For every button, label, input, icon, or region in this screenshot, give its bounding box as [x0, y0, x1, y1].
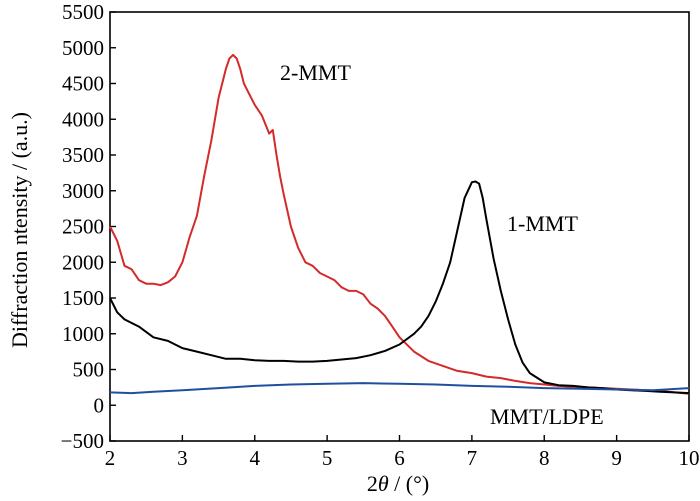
x-tick-label: 4 [250, 446, 261, 470]
y-tick-label: 5500 [62, 0, 104, 24]
label-2-mmt: 2-MMT [280, 60, 351, 85]
y-tick-label: 0 [94, 393, 105, 417]
y-tick-label: 1000 [62, 322, 104, 346]
plot-axes [109, 11, 690, 442]
x-tick-label: 6 [394, 446, 405, 470]
x-axis-label: 2θ / (°) [367, 471, 429, 496]
y-tick-label: 5000 [62, 36, 104, 60]
x-tick-label: 3 [177, 446, 188, 470]
y-tick-label: 1500 [62, 286, 104, 310]
y-tick-label: 2000 [62, 250, 104, 274]
x-tick-label: 9 [611, 446, 622, 470]
y-tick-label: 4500 [62, 72, 104, 96]
y-tick-label: 500 [73, 358, 105, 382]
y-tick-label: 2500 [62, 215, 104, 239]
series-line-mmt-ldpe [109, 382, 690, 395]
label-1-mmt: 1-MMT [507, 211, 578, 236]
plot-frame [109, 11, 690, 442]
axis-ticks: 2 3 4 5 6 7 8 9 10 −500 0 500 1000 1500 2000 2500 3000 35… [61, 0, 700, 470]
y-tick-label: 3500 [62, 143, 104, 167]
series-line-1-mmt [109, 180, 690, 395]
series-lines [109, 53, 690, 395]
y-tick-label: 4000 [62, 107, 104, 131]
x-tick-label: 10 [679, 446, 700, 470]
series-line-2-mmt [109, 53, 690, 395]
y-tick-label: 3000 [62, 179, 104, 203]
x-tick-label: 5 [322, 446, 333, 470]
y-axis-label: Diffraction ntensity / (a.u.) [7, 112, 32, 348]
y-tick-label: −500 [61, 429, 104, 453]
x-tick-label: 7 [467, 446, 478, 470]
x-tick-label: 8 [539, 446, 550, 470]
label-mmt-ldpe: MMT/LDPE [490, 404, 604, 429]
x-tick-label: 2 [105, 446, 116, 470]
